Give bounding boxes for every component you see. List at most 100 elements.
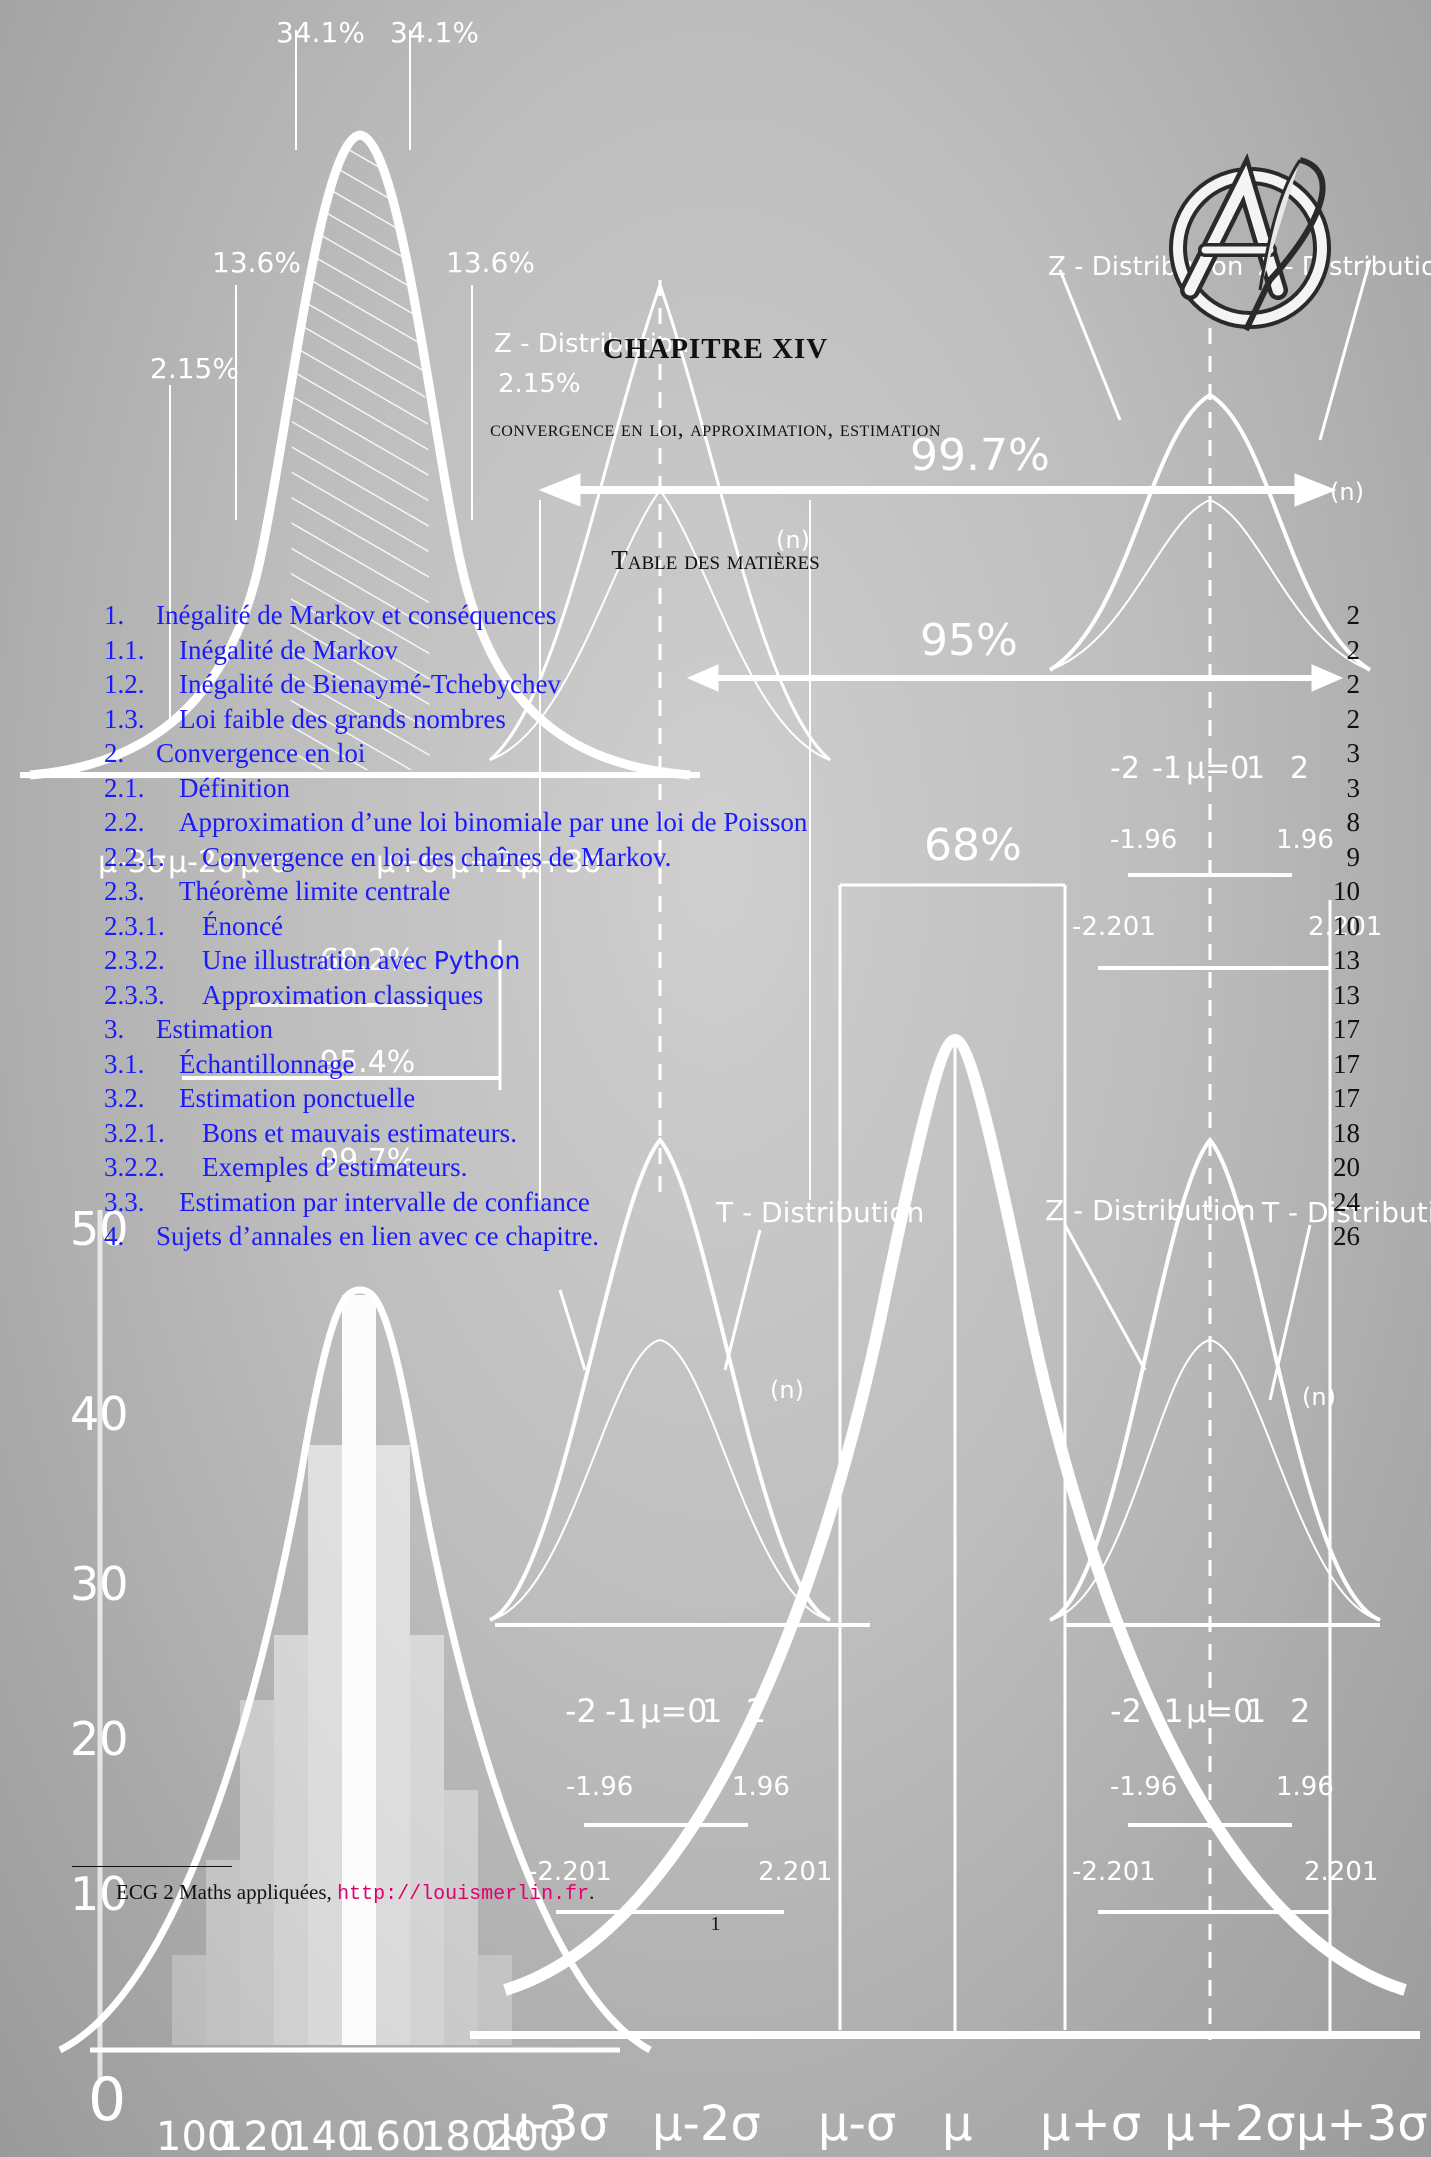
toc-entry[interactable]: 2.2. Approximation d’une loi binomiale pa… — [104, 805, 1360, 840]
bg-tick: 160 — [350, 2114, 426, 2157]
z-scale-lower-right: -2 -1 µ=0 1 2 -1.96 1.96 -2.201 2.201 — [1072, 1692, 1378, 1914]
toc-page: 8 — [1346, 807, 1361, 837]
toc-link[interactable]: Estimation ponctuelle — [179, 1083, 416, 1113]
bg-tick: 40 — [70, 1387, 129, 1441]
bg-tick: 1.96 — [732, 1772, 790, 1802]
toc-entry[interactable]: 3. Estimation 17 — [104, 1012, 1360, 1047]
bg-tick: µ-3σ — [500, 2096, 609, 2152]
toc-number: 2.1. — [104, 772, 145, 803]
bg-tick: -1 — [1152, 751, 1182, 786]
bg-tick: -2.201 — [1072, 1857, 1156, 1887]
toc-page: 2 — [1346, 634, 1361, 665]
toc-entry[interactable]: 1. Inégalité de Markov et conséquences 2 — [104, 598, 1360, 633]
central-bell-curve — [470, 900, 1420, 2039]
toc-link[interactable]: Inégalité de Bienaymé-Tchebychev — [179, 669, 561, 699]
toc-page: 13 — [1333, 979, 1360, 1010]
bg-tick: 10 — [70, 1867, 129, 1921]
toc-link[interactable]: Énoncé — [202, 910, 283, 941]
toc-link[interactable]: Définition — [179, 772, 290, 803]
toc-link[interactable]: Sujets d’annales en lien avec ce chapitr… — [156, 1221, 600, 1251]
toc-entry[interactable]: 2.3.2. Une illustration avec Python 13 — [104, 943, 1360, 978]
bg-tick: 0 — [88, 2065, 126, 2135]
toc-entry[interactable]: 3.3. Estimation par intervalle de confian… — [104, 1185, 1360, 1220]
toc-link[interactable]: Approximation d’une loi binomiale par un… — [179, 807, 808, 837]
bg-tick: µ=0 — [1186, 751, 1249, 786]
toc-entry[interactable]: 1.2. Inégalité de Bienaymé-Tchebychev 2 — [104, 667, 1360, 702]
toc-entry[interactable]: 3.1. Échantillonnage 17 — [104, 1047, 1360, 1082]
toc-page: 3 — [1346, 738, 1361, 768]
toc-link[interactable]: Bons et mauvais estimateurs. — [202, 1117, 517, 1148]
lower-left-distribution — [489, 1136, 870, 1627]
footnote: ECG 2 Maths appliquées, http://louismerl… — [116, 1880, 594, 1906]
bg-label: 95.4% — [320, 1045, 415, 1080]
toc-link[interactable]: Loi faible des grands nombres — [179, 703, 506, 734]
bg-tick: 1 — [1246, 1692, 1266, 1730]
toc-page: 17 — [1333, 1014, 1360, 1044]
toc-entry[interactable]: 3.2. Estimation ponctuelle 17 — [104, 1081, 1360, 1116]
bg-tick: 180 — [420, 2114, 496, 2157]
toc-link[interactable]: Inégalité de Markov et conséquences — [156, 600, 557, 630]
footnote-trailing: . — [589, 1880, 595, 1904]
toc-entry[interactable]: 1.3. Loi faible des grands nombres 2 — [104, 702, 1360, 737]
bg-tick: -2 — [1110, 1692, 1142, 1730]
toc-entry[interactable]: 3.2.1. Bons et mauvais estimateurs. 18 — [104, 1116, 1360, 1151]
upper-center-distribution — [489, 280, 831, 1200]
upper-right-distribution — [1048, 259, 1372, 2040]
toc-entry[interactable]: 1.1. Inégalité de Markov 2 — [104, 633, 1360, 668]
bg-tick: µ=0 — [640, 1692, 708, 1730]
mini-sigma-scale: µ-3σ µ-2σ µ-σ µ+σ µ+2σ µ+3σ 68.2% 95.4% … — [98, 845, 602, 1178]
bg-tick: 2 — [1290, 1692, 1310, 1730]
toc-page: 26 — [1333, 1221, 1360, 1251]
toc-number: 3.2.2. — [104, 1152, 165, 1182]
toc-entry[interactable]: 2.3.1. Énoncé 10 — [104, 909, 1360, 944]
toc-link-python[interactable]: Python — [433, 946, 521, 975]
bg-label: 34.1% — [390, 16, 479, 49]
top-left-percent-labels: 34.1% 34.1% 13.6% 13.6% 2.15% — [150, 16, 535, 385]
toc-link[interactable]: Échantillonnage — [179, 1048, 355, 1079]
bg-tick: µ+σ — [1040, 2096, 1141, 2152]
bg-tick: -2 — [565, 1692, 597, 1730]
bg-tick: 30 — [70, 1557, 129, 1611]
toc-page: 2 — [1346, 703, 1361, 734]
bg-tick: 140 — [286, 2114, 362, 2157]
bg-tick: 1.96 — [1276, 825, 1334, 855]
toc-entry[interactable]: 2. Convergence en loi 3 — [104, 736, 1360, 771]
bg-label: 68% — [924, 820, 1022, 871]
bg-tick: 2.201 — [758, 1857, 832, 1887]
bg-label: T - Distribution — [1261, 1196, 1431, 1229]
chapter-subtitle: Convergence en loi, approximation, estim… — [490, 416, 941, 441]
toc-link[interactable]: Inégalité de Markov — [179, 634, 398, 665]
bg-tick: 2.201 — [1308, 912, 1382, 942]
toc-link[interactable]: Estimation — [156, 1014, 273, 1044]
sigma-scale: µ-3σ µ-2σ µ-σ µ µ+σ µ+2σ µ+3σ — [500, 2096, 1428, 2152]
toc-entry[interactable]: 2.3. Théorème limite centrale 10 — [104, 874, 1360, 909]
toc-entry[interactable]: 2.1. Définition 3 — [104, 771, 1360, 806]
toc-link[interactable]: Exemples d’estimateurs. — [202, 1152, 468, 1182]
bg-tick: µ-σ — [818, 2096, 896, 2152]
bg-label: 34.1% — [276, 16, 365, 49]
bg-label: (n) — [1330, 478, 1364, 506]
toc-link[interactable]: Estimation par intervalle de confiance — [179, 1186, 590, 1217]
table-of-contents: 1. Inégalité de Markov et conséquences 2 1… — [104, 598, 1360, 1254]
toc-entry[interactable]: 4. Sujets d’annales en lien avec ce chapi… — [104, 1219, 1360, 1254]
bg-label: T - Distribution — [715, 1196, 924, 1229]
bg-tick: -1 — [1152, 1692, 1184, 1730]
bg-tick: µ+2σ — [1164, 2096, 1296, 2152]
toc-link[interactable]: Une illustration avec — [202, 945, 427, 975]
bg-tick: 2.201 — [1304, 1857, 1378, 1887]
toc-link[interactable]: Approximation classiques — [202, 979, 484, 1010]
toc-number: 1.2. — [104, 669, 145, 699]
bg-tick: -1.96 — [1110, 1772, 1177, 1802]
toc-number: 1.3. — [104, 703, 145, 734]
toc-entry[interactable]: 2.2.1. Convergence en loi des chaînes de … — [104, 840, 1360, 875]
toc-number: 3.2. — [104, 1083, 145, 1113]
toc-title: Table des matières — [611, 545, 820, 575]
toc-link[interactable]: Convergence en loi — [156, 738, 366, 768]
footnote-url-link[interactable]: http://louismerlin.fr — [337, 1883, 590, 1906]
toc-link[interactable]: Convergence en loi des chaînes de Markov… — [202, 841, 672, 872]
toc-entry[interactable]: 3.2.2. Exemples d’estimateurs. 20 — [104, 1150, 1360, 1185]
toc-entry[interactable]: 2.3.3. Approximation classiques 13 — [104, 978, 1360, 1013]
toc-link[interactable]: Théorème limite centrale — [179, 876, 451, 906]
toc-page: 13 — [1333, 945, 1360, 975]
toc-number: 1. — [104, 600, 125, 630]
